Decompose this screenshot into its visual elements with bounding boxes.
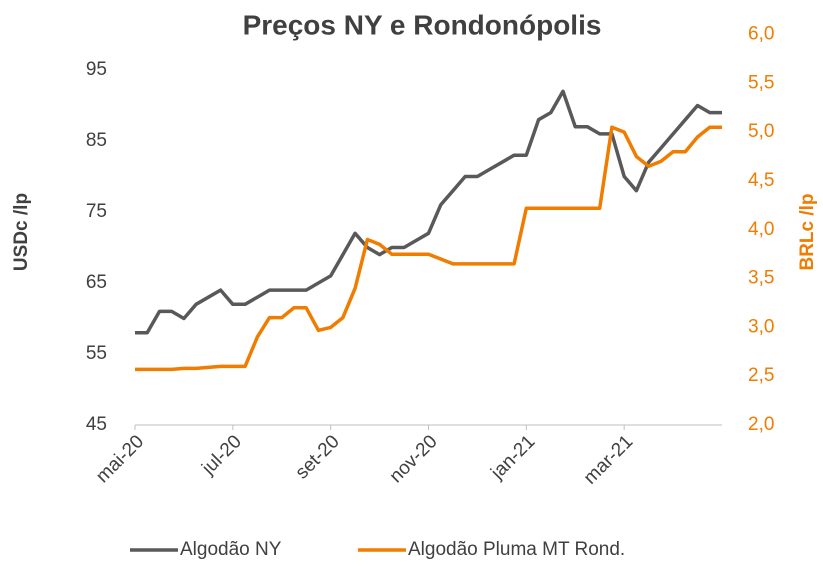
- y2-tick-label: 5,5: [748, 72, 774, 93]
- series-line: [135, 89, 722, 335]
- y2-tick-label: 2,5: [748, 365, 774, 386]
- x-tick-label: mai-20: [92, 431, 148, 487]
- y-tick-label: 95: [86, 59, 107, 80]
- y-axis-title: USDc /lp: [11, 193, 32, 271]
- y2-tick-label: 6,0: [748, 24, 774, 45]
- x-tick-label: jan-21: [487, 431, 540, 484]
- x-tick-label: jul-20: [197, 431, 245, 479]
- y2-tick-label: 4,5: [748, 170, 774, 191]
- x-tick-label: nov-20: [386, 431, 442, 487]
- y2-tick-label: 2,0: [748, 414, 774, 435]
- series-line: [135, 125, 722, 372]
- chart-title: Preços NY e Rondonópolis: [243, 9, 602, 40]
- y-tick-label: 65: [86, 272, 107, 293]
- y2-tick-label: 3,0: [748, 316, 774, 337]
- legend-label: Algodão Pluma MT Rond.: [408, 539, 625, 560]
- y-tick-label: 85: [86, 130, 107, 151]
- y2-tick-label: 5,0: [748, 121, 774, 142]
- y2-tick-label: 3,5: [748, 268, 774, 289]
- y2-axis-title: BRLc /lp: [797, 193, 818, 270]
- y-tick-label: 75: [86, 201, 107, 222]
- x-tick-label: mar-21: [580, 431, 637, 488]
- y2-tick-label: 4,0: [748, 219, 774, 240]
- y-tick-label: 45: [86, 414, 107, 435]
- x-tick-label: set-20: [292, 431, 344, 483]
- y-tick-label: 55: [86, 343, 107, 364]
- legend-label: Algodão NY: [180, 539, 282, 560]
